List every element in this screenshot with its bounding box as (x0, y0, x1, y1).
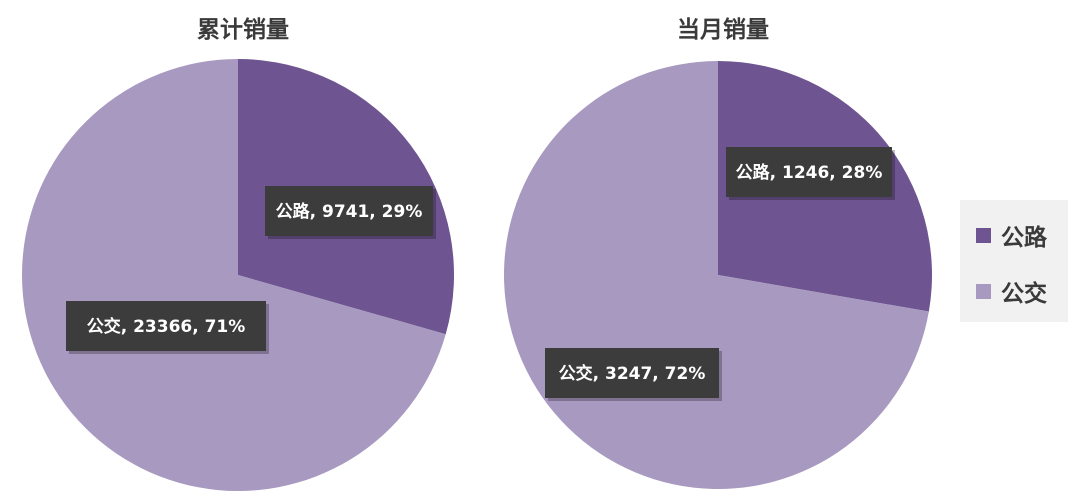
chart-title-monthly: 当月销量 (677, 17, 769, 43)
data-label-1-0: 公路, 1246, 28% (726, 147, 895, 200)
legend-item-gonglu: 公路 (976, 220, 1047, 251)
data-label-0-1: 公交, 23366, 71% (66, 301, 269, 354)
data-label-0-0: 公路, 9741, 29% (265, 186, 436, 239)
chart-title-cumulative: 累计销量 (197, 17, 289, 43)
data-label-text-0-1: 公交, 23366, 71% (87, 316, 246, 337)
data-label-1-1: 公交, 3247, 72% (545, 348, 722, 401)
data-label-text-1-0: 公路, 1246, 28% (736, 162, 883, 183)
data-label-text-0-0: 公路, 9741, 29% (276, 201, 423, 222)
data-label-text-1-1: 公交, 3247, 72% (559, 363, 706, 384)
legend-item-gongjiao: 公交 (976, 276, 1047, 307)
pie-slice-0-1 (21, 59, 446, 492)
legend-swatch-gonglu (976, 227, 991, 243)
legend-label-gongjiao: 公交 (1001, 281, 1047, 307)
legend-label-gonglu: 公路 (1001, 225, 1047, 251)
legend: 公路 公交 (960, 200, 1068, 322)
legend-swatch-gongjiao (976, 283, 991, 299)
